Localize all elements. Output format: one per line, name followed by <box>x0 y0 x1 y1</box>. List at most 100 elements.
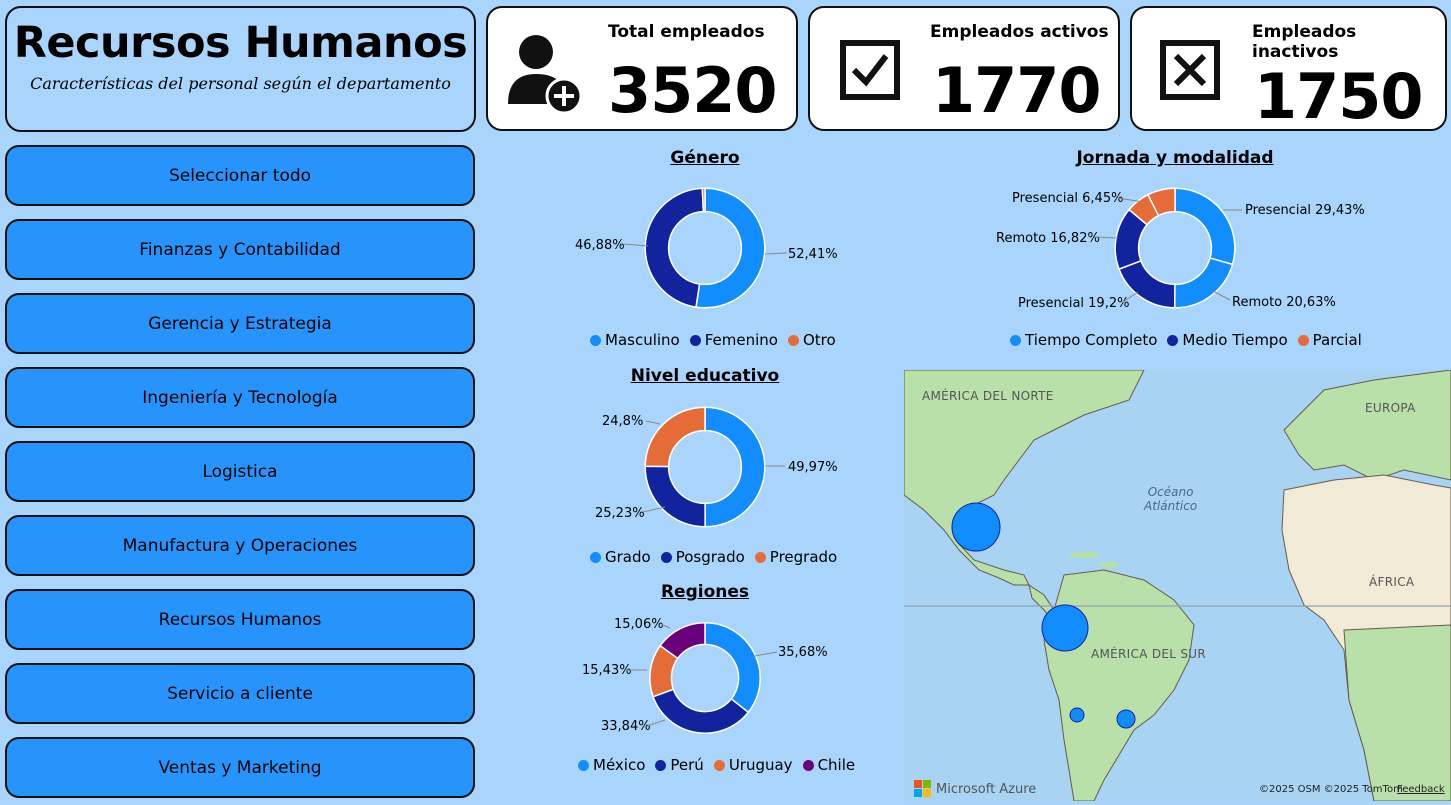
dept-button-ingenieria[interactable]: Ingeniería y Tecnología <box>5 367 475 428</box>
legend-item[interactable]: Posgrado <box>660 548 745 566</box>
legend-item[interactable]: Medio Tiempo <box>1167 331 1288 349</box>
donut-chart-jornada[interactable] <box>1110 183 1240 313</box>
leader-lines <box>622 243 788 255</box>
legend-label: Tiempo Completo <box>1025 331 1158 349</box>
slice-label: 15,06% <box>614 617 664 632</box>
legend-item[interactable]: Perú <box>655 756 704 774</box>
slice-label: Remoto 20,63% <box>1232 295 1336 310</box>
legend-label: Parcial <box>1312 331 1362 349</box>
kpi-inactive-employees: Empleados inactivos 1750 <box>1130 6 1447 133</box>
legend-item[interactable]: Uruguay <box>713 756 793 774</box>
legend-item[interactable]: Pregrado <box>754 548 838 566</box>
legend-item[interactable]: Parcial <box>1297 331 1362 349</box>
legend-item[interactable]: Femenino <box>689 331 778 349</box>
map-label: AMÉRICA DEL NORTE <box>922 389 1054 403</box>
legend-genero: Masculino Femenino Otro <box>590 331 836 349</box>
legend-label: Medio Tiempo <box>1182 331 1288 349</box>
azure-brand: Microsoft Azure <box>914 780 1036 798</box>
slice-label: 46,88% <box>575 238 625 253</box>
microsoft-logo-icon <box>914 780 931 797</box>
legend-item[interactable]: México <box>578 756 645 774</box>
dept-button-servicio-cliente[interactable]: Servicio a cliente <box>5 663 475 724</box>
slice-label: 15,43% <box>582 663 632 678</box>
dept-button-logistica[interactable]: Logistica <box>5 441 475 502</box>
leader-lines <box>1093 197 1242 303</box>
donut-slice-femenino[interactable] <box>644 187 705 308</box>
leader-lines <box>627 623 778 727</box>
kpi-value: 1770 <box>932 54 1102 127</box>
legend-item[interactable]: Grado <box>590 548 651 566</box>
slice-label: 33,84% <box>601 719 651 734</box>
bubble-chile[interactable] <box>1069 707 1085 723</box>
page-title: Recursos Humanos <box>13 18 468 68</box>
legend-label: México <box>593 756 646 774</box>
donut-chart-regiones[interactable] <box>645 618 765 738</box>
dept-button-recursos-humanos[interactable]: Recursos Humanos <box>5 589 475 650</box>
slice-label: Remoto 16,82% <box>996 231 1100 246</box>
legend-label: Chile <box>817 756 856 774</box>
donut-chart-genero[interactable] <box>640 183 770 313</box>
legend-label: Masculino <box>605 331 680 349</box>
kpi-label: Empleados activos <box>930 22 1109 42</box>
feedback-link[interactable]: Feedback <box>1397 784 1445 795</box>
bubble-uruguay[interactable] <box>1116 709 1136 729</box>
bubble-peru[interactable] <box>1041 604 1089 652</box>
map-label: AMÉRICA DEL SUR <box>1091 647 1206 661</box>
checkbox-checked-icon <box>840 40 900 100</box>
legend-label: Femenino <box>704 331 778 349</box>
legend-label: Perú <box>670 756 704 774</box>
leader-lines <box>642 420 785 513</box>
add-user-icon <box>508 35 583 115</box>
legend-label: Pregrado <box>769 548 838 566</box>
map-land <box>904 370 1451 801</box>
donut-slice-grado[interactable] <box>704 406 766 528</box>
dept-button-finanzas[interactable]: Finanzas y Contabilidad <box>5 219 475 280</box>
kpi-active-employees: Empleados activos 1770 <box>808 6 1120 131</box>
legend-item[interactable]: Chile <box>802 756 856 774</box>
legend-item[interactable]: Otro <box>787 331 836 349</box>
legend-label: Uruguay <box>728 756 793 774</box>
legend-regiones: México Perú Uruguay Chile <box>578 756 855 774</box>
dept-button-ventas[interactable]: Ventas y Marketing <box>5 737 475 798</box>
slice-label: 25,23% <box>595 506 645 521</box>
legend-item[interactable]: Tiempo Completo <box>1010 331 1157 349</box>
bubble-mexico[interactable] <box>951 502 1001 552</box>
title-card: Recursos Humanos Características del per… <box>5 6 476 132</box>
dept-button-manufactura[interactable]: Manufactura y Operaciones <box>5 515 475 576</box>
map-label: ÁFRICA <box>1369 575 1415 589</box>
kpi-total-employees: Total empleados 3520 <box>486 6 798 131</box>
dept-button-select-all[interactable]: Seleccionar todo <box>5 145 475 206</box>
map-label: EUROPA <box>1365 401 1416 415</box>
slice-label: Presencial 6,45% <box>1012 191 1124 206</box>
kpi-label: Empleados inactivos <box>1252 22 1357 62</box>
slice-label: 35,68% <box>778 645 828 660</box>
chart-title-regiones: Regiones <box>660 582 750 602</box>
kpi-value: 3520 <box>608 54 778 127</box>
slice-label: Presencial 19,2% <box>1018 296 1130 311</box>
dept-button-gerencia[interactable]: Gerencia y Estrategia <box>5 293 475 354</box>
slice-label: 24,8% <box>602 414 644 429</box>
donut-slice-pregrado[interactable] <box>644 406 706 468</box>
legend-label: Grado <box>605 548 651 566</box>
donut-chart-nivel-educativo[interactable] <box>640 402 770 532</box>
legend-item[interactable]: Masculino <box>590 331 680 349</box>
legend-label: Posgrado <box>675 548 745 566</box>
donut-slice-parcial-remoto[interactable] <box>1146 187 1176 217</box>
legend-label: Otro <box>802 331 836 349</box>
kpi-value: 1750 <box>1254 60 1424 133</box>
chart-title-jornada: Jornada y modalidad <box>1076 148 1274 168</box>
slice-label: Presencial 29,43% <box>1245 203 1365 218</box>
donut-slice-chile[interactable] <box>659 622 706 660</box>
page-subtitle: Características del personal según el de… <box>30 74 451 93</box>
azure-brand-label: Microsoft Azure <box>936 781 1037 797</box>
kpi-label: Total empleados <box>608 22 765 42</box>
chart-title-genero: Género <box>670 148 740 168</box>
checkbox-x-icon <box>1160 40 1220 100</box>
donut-slice-otro[interactable] <box>701 187 706 213</box>
donut-slice-masculino[interactable] <box>695 187 766 309</box>
legend-nivel-educativo: Grado Posgrado Pregrado <box>590 548 837 566</box>
chart-title-nivel-educativo: Nivel educativo <box>630 366 780 386</box>
legend-jornada: Tiempo Completo Medio Tiempo Parcial <box>1010 331 1362 349</box>
map-ocean-label: Océano Atlántico <box>1144 485 1198 513</box>
bubble-map[interactable]: AMÉRICA DEL NORTE EUROPA ÁFRICA AMÉRICA … <box>904 370 1451 801</box>
